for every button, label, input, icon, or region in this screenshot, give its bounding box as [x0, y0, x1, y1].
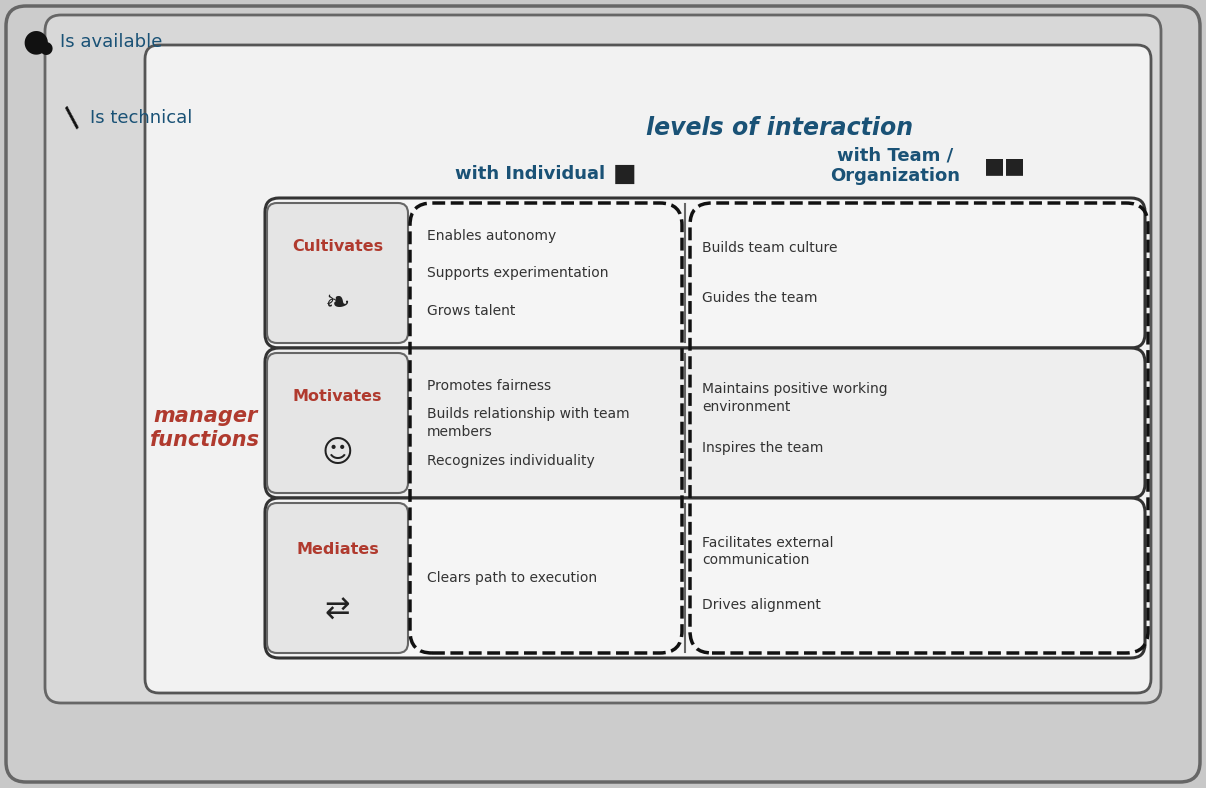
FancyBboxPatch shape	[265, 198, 1144, 348]
Text: ❧: ❧	[324, 288, 350, 318]
Text: Is available: Is available	[60, 33, 163, 51]
Text: manager
functions: manager functions	[150, 407, 260, 450]
Text: ☺: ☺	[322, 438, 353, 467]
Text: /: /	[60, 105, 87, 132]
Text: Cultivates: Cultivates	[292, 239, 384, 254]
Text: Promotes fairness: Promotes fairness	[427, 378, 551, 392]
Text: Motivates: Motivates	[293, 388, 382, 403]
Text: ●: ●	[39, 39, 53, 57]
Text: Guides the team: Guides the team	[702, 291, 818, 305]
Text: Grows talent: Grows talent	[427, 303, 515, 318]
Text: Supports experimentation: Supports experimentation	[427, 266, 609, 280]
Text: with Team /
Organization: with Team / Organization	[830, 147, 960, 185]
Text: Builds relationship with team
members: Builds relationship with team members	[427, 407, 630, 439]
Text: Facilitates external
communication: Facilitates external communication	[702, 536, 833, 567]
FancyBboxPatch shape	[45, 15, 1161, 703]
FancyBboxPatch shape	[145, 45, 1151, 693]
FancyBboxPatch shape	[265, 498, 1144, 658]
Text: ●: ●	[22, 28, 48, 57]
Text: Clears path to execution: Clears path to execution	[427, 571, 597, 585]
Text: Inspires the team: Inspires the team	[702, 441, 824, 455]
Text: ■■: ■■	[984, 156, 1026, 176]
FancyBboxPatch shape	[265, 348, 1144, 498]
FancyBboxPatch shape	[267, 353, 408, 493]
Text: with Individual: with Individual	[455, 165, 605, 183]
Text: ⇄: ⇄	[324, 596, 350, 625]
Text: Enables autonomy: Enables autonomy	[427, 229, 556, 243]
Text: Mediates: Mediates	[297, 541, 379, 556]
Text: ■: ■	[613, 162, 637, 186]
Text: Maintains positive working
environment: Maintains positive working environment	[702, 382, 888, 414]
Text: Drives alignment: Drives alignment	[702, 597, 821, 611]
Text: Builds team culture: Builds team culture	[702, 241, 837, 255]
Text: levels of interaction: levels of interaction	[646, 116, 914, 140]
FancyBboxPatch shape	[267, 503, 408, 653]
Text: Is technical: Is technical	[90, 109, 193, 127]
Text: Recognizes individuality: Recognizes individuality	[427, 454, 595, 467]
FancyBboxPatch shape	[6, 6, 1200, 782]
FancyBboxPatch shape	[267, 203, 408, 343]
